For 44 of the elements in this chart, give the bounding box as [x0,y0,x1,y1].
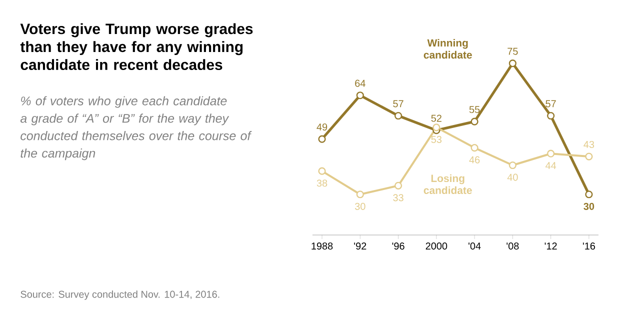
source-note: Source: Survey conducted Nov. 10-14, 2016. [20,290,220,300]
point [394,112,402,120]
data-label: 44 [546,162,556,169]
point [547,112,555,120]
x-tick-label: '12 [544,242,557,250]
text: % of voters who give each candidate a grade of “A” or “B” for the way they conducted themselves over the course of the campaign [20,96,252,160]
data-label: 43 [584,140,594,148]
x-tick-label: '96 [392,242,404,250]
text: Voters give Trump worse grades than they have for any winning candidate in recent decades [20,23,253,70]
point [356,92,364,100]
point [508,161,516,170]
data-label: 55 [469,106,480,114]
point [394,182,402,190]
data-label: 57 [393,100,404,108]
x-tick-label: '04 [468,242,481,250]
data-label: 75 [508,48,518,55]
point [585,152,593,160]
x-tick-label: 2000 [426,242,448,250]
data-label: 30 [354,202,366,210]
x-tick-label: '92 [354,242,366,250]
point [508,60,516,68]
text: Winning candidate [424,38,472,59]
x-tick-label: '16 [582,242,595,250]
point [470,144,478,152]
data-label: 57 [546,100,556,108]
data-label: 52 [431,114,442,122]
data-label: 46 [469,156,480,164]
data-label: 64 [355,80,366,87]
data-label: 49 [316,123,328,131]
data-label: 30 [584,202,594,210]
point [547,150,555,158]
series-label: Losing candidate [424,174,472,194]
data-label: 40 [507,174,518,181]
x-tick-label: '08 [506,242,519,250]
point [318,167,326,175]
point [356,190,364,198]
x-tick-label: 1988 [312,242,333,250]
point [470,118,478,126]
point [585,190,593,198]
data-label: 33 [393,194,404,202]
data-label: 38 [316,180,328,187]
point [318,135,326,143]
point [432,124,440,132]
data-label: 53 [431,136,442,143]
